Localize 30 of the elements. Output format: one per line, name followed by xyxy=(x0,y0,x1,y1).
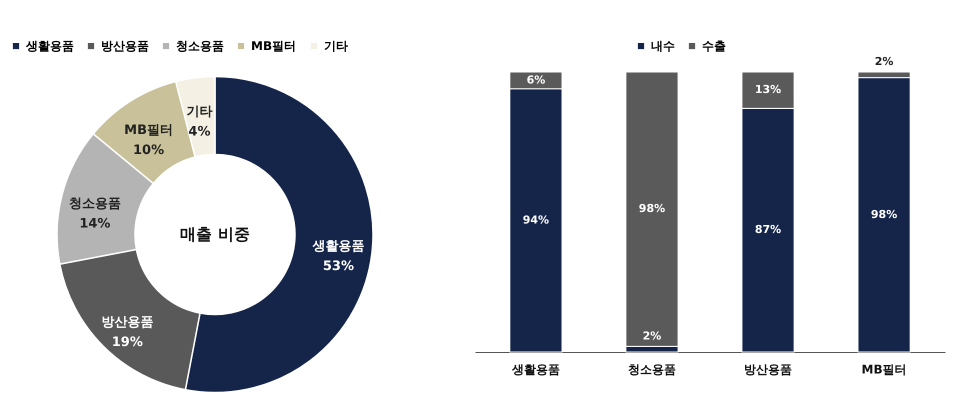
slice-label: 기타 xyxy=(186,104,212,120)
slice-label: 청소용품 xyxy=(68,196,121,212)
data-label: 98% xyxy=(870,208,898,221)
data-label: 19% xyxy=(112,335,143,350)
x-tick-label: 청소용품 xyxy=(628,362,676,376)
data-label: 94% xyxy=(522,213,550,226)
data-label: 13% xyxy=(754,83,782,96)
legend-label: 방산용품 xyxy=(101,39,149,54)
slice-label: 방산용품 xyxy=(101,315,154,330)
data-label: 2% xyxy=(642,329,662,342)
x-tick-label: 방산용품 xyxy=(744,362,792,376)
text: 매출 비중 xyxy=(180,224,250,244)
legend-label: 생활용품 xyxy=(25,39,74,54)
data-label: 4% xyxy=(188,124,210,140)
legend-label: MB필터 xyxy=(251,39,296,54)
data-label: 14% xyxy=(79,216,110,232)
data-label: 98% xyxy=(638,202,666,216)
slice-label: MB필터 xyxy=(124,122,173,138)
legend-label: 청소용품 xyxy=(176,39,224,54)
data-label: 87% xyxy=(754,223,782,236)
x-tick-label: 생활용품 xyxy=(510,362,560,376)
slice-label: 생활용품 xyxy=(311,239,364,254)
legend-label: 내수 xyxy=(651,39,675,54)
data-label: 2% xyxy=(874,55,894,68)
x-tick-label: MB필터 xyxy=(862,362,907,376)
legend-label: 수출 xyxy=(702,39,726,54)
data-label: 53% xyxy=(322,259,354,274)
legend-label: 기타 xyxy=(324,39,348,54)
data-label: 6% xyxy=(526,73,546,86)
data-label: 10% xyxy=(132,142,164,158)
